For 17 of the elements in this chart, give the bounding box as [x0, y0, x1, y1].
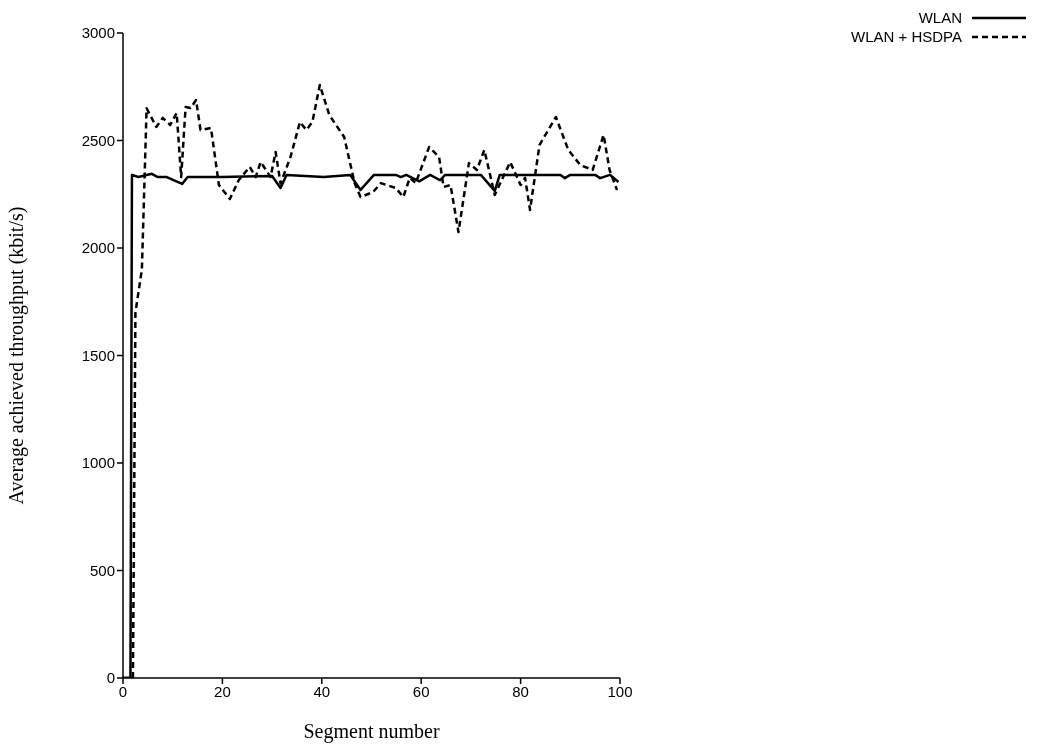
- y-axis-title: Average achieved throughput (kbit/s): [5, 206, 29, 505]
- legend-label: WLAN: [918, 9, 962, 26]
- y-tick-label: 2000: [81, 239, 115, 257]
- x-tick-label: 100: [607, 682, 633, 700]
- x-axis-title: Segment number: [303, 720, 440, 743]
- y-tick-label: 1000: [81, 454, 115, 472]
- y-tick-label: 500: [89, 561, 115, 579]
- x-tick-label: 20: [214, 682, 231, 700]
- x-tick-label: 80: [512, 682, 529, 700]
- y-tick-label: 1500: [81, 346, 115, 364]
- x-tick-label: 60: [412, 682, 430, 700]
- y-tick-label: 3000: [81, 24, 115, 42]
- y-tick-label: 2500: [81, 131, 115, 149]
- y-tick-label: 0: [106, 669, 115, 687]
- x-tick-label: 40: [313, 682, 331, 700]
- legend-label: WLAN + HSDPA: [851, 28, 962, 45]
- x-tick-label: 0: [118, 682, 128, 700]
